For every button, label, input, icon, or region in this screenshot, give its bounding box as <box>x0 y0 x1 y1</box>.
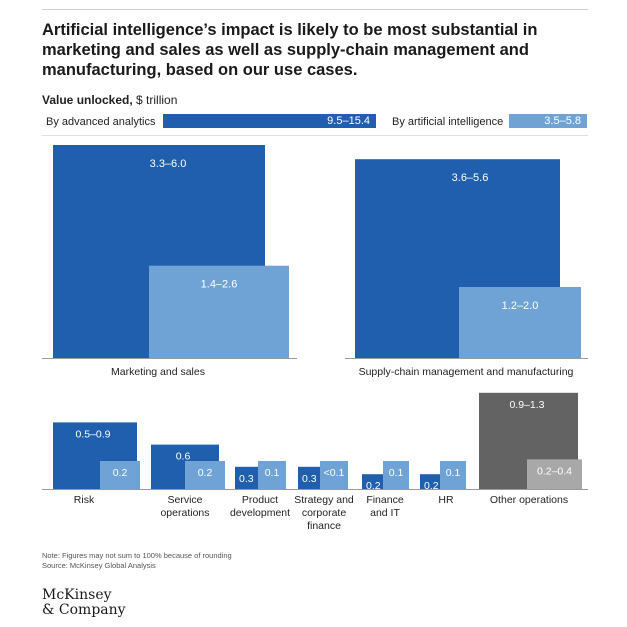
top-rule <box>42 9 588 10</box>
bar-ai <box>320 461 348 489</box>
subtitle-bold: Value unlocked, <box>42 93 133 107</box>
category-label: development <box>230 507 290 519</box>
category-label: corporate <box>302 507 347 519</box>
bar-ai <box>440 461 466 489</box>
bar-ai <box>185 461 225 489</box>
baseline <box>42 489 588 490</box>
data-label-ai: 0.1 <box>265 467 280 479</box>
data-label-ai: 0.1 <box>446 467 461 479</box>
legend-bar-ai: 3.5–5.8 <box>509 114 587 128</box>
bar-ai <box>100 461 140 489</box>
category-label: Product <box>242 494 278 506</box>
note-text: Note: Figures may not sum to 100% becaus… <box>42 551 232 560</box>
data-label-analytics: 0.3 <box>302 473 317 485</box>
category-label: Finance <box>366 494 404 506</box>
bar-ai <box>149 265 289 358</box>
data-label-ai: 0.1 <box>389 467 404 479</box>
data-label-ai: 0.2 <box>198 467 213 479</box>
legend-label-ai: By artificial intelligence <box>392 116 504 128</box>
data-label-analytics: 3.3–6.0 <box>150 158 187 170</box>
bar-ai <box>258 461 286 489</box>
data-label-ai: 1.2–2.0 <box>502 300 539 312</box>
category-label: finance <box>307 520 341 532</box>
data-label-ai: 0.2 <box>113 467 128 479</box>
data-label-analytics: 0.2 <box>366 480 381 492</box>
category-label: Other operations <box>490 494 568 506</box>
data-label-analytics: 0.2 <box>424 480 439 492</box>
data-label-ai: 1.4–2.6 <box>201 279 238 291</box>
chart-title: Artificial intelligence’s impact is like… <box>42 21 538 79</box>
category-label: Risk <box>74 494 95 506</box>
data-label-ai: 0.2–0.4 <box>537 465 572 477</box>
source-text: Source: McKinsey Global Analysis <box>42 561 156 570</box>
data-label-analytics: 0.9–1.3 <box>509 399 544 411</box>
data-label-analytics: 0.6 <box>176 451 191 463</box>
category-label: and IT <box>370 507 400 519</box>
category-label: Service <box>167 494 202 506</box>
category-label: Strategy and <box>294 494 354 506</box>
category-label: Marketing and sales <box>111 366 205 378</box>
category-label: Supply-chain management and manufacturin… <box>359 366 574 378</box>
logo-line-1: McKinsey <box>42 587 112 603</box>
legend-bar-analytics: 9.5–15.4 <box>163 114 376 128</box>
footnote: Note: Figures may not sum to 100% becaus… <box>42 551 232 571</box>
data-label-analytics: 0.5–0.9 <box>75 428 110 440</box>
legend-label-analytics: By advanced analytics <box>46 116 156 128</box>
data-label-analytics: 0.3 <box>239 473 254 485</box>
category-label: operations <box>160 507 209 519</box>
legend: By advanced analytics 9.5–15.4 By artifi… <box>0 114 627 130</box>
bar-ai <box>459 287 581 358</box>
data-label-analytics: 3.6–5.6 <box>452 172 489 184</box>
mckinsey-logo: McKinsey & Company <box>42 588 126 618</box>
bar-ai <box>383 461 409 489</box>
legend-divider <box>42 135 588 136</box>
chart-subtitle: Value unlocked, $ trillion <box>42 93 177 107</box>
category-label: HR <box>438 494 454 506</box>
logo-line-2: & Company <box>42 602 126 618</box>
bar-ai <box>527 459 582 489</box>
data-label-ai: <0.1 <box>324 467 345 479</box>
baseline <box>345 358 588 359</box>
subtitle-unit: $ trillion <box>136 93 178 107</box>
baseline <box>42 358 297 359</box>
